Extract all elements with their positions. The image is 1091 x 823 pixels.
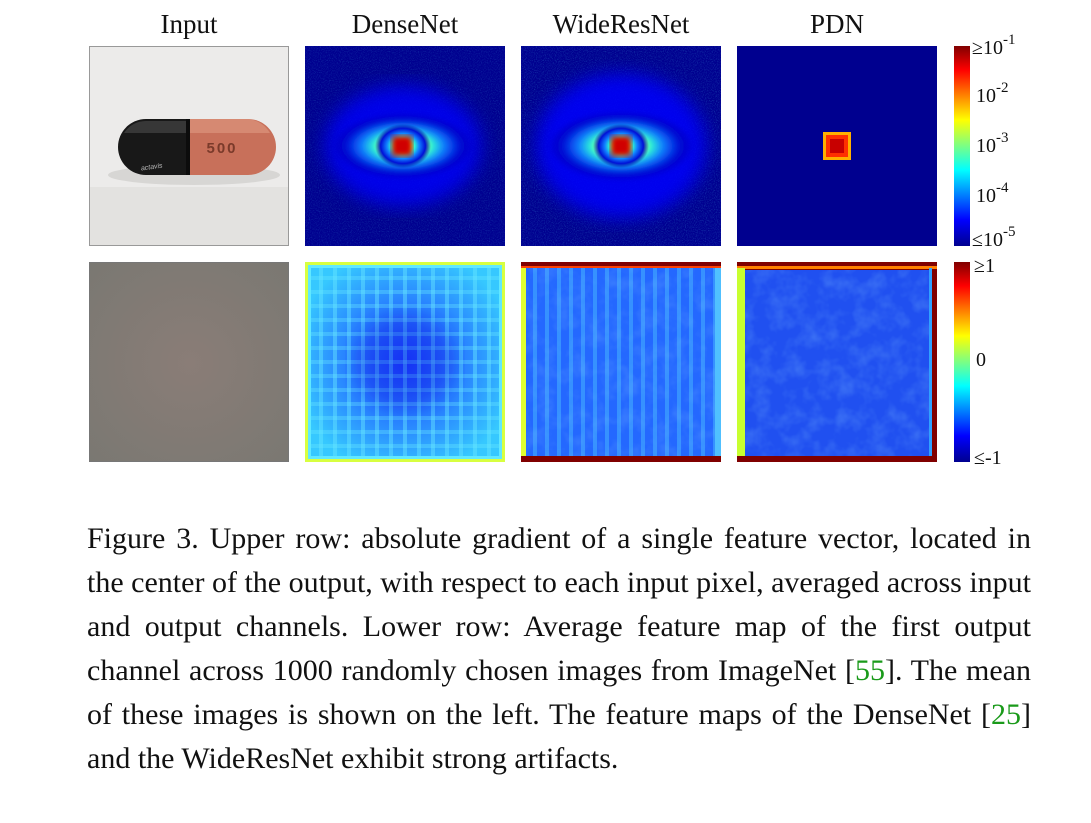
pdn-feature-map (737, 262, 937, 462)
densenet-gradient-map (305, 46, 505, 246)
wideresnet-feature-map (521, 262, 721, 462)
figure-caption: Figure 3. Upper row: absolute gradient o… (87, 517, 1031, 781)
colorbar-lower-tick: 0 (976, 349, 986, 371)
colorbar-upper-tick: 10-4 (976, 180, 1009, 207)
input-pill-image: 500 actavis (89, 46, 289, 246)
colorbar-lower (954, 262, 970, 462)
pill-imprint: 500 (206, 140, 237, 157)
colorbar-lower-tick: ≥1 (974, 255, 995, 277)
colorbar-upper-tick: ≥10-1 (972, 32, 1016, 59)
densenet-feature-map (305, 262, 505, 462)
citation-link[interactable]: 55 (854, 654, 885, 687)
colorbar-upper (954, 46, 970, 246)
column-title-densenet: DenseNet (351, 9, 459, 39)
pill-brand: actavis (141, 162, 164, 172)
column-title-wideresnet: WideResNet (552, 9, 690, 39)
pdn-gradient-map (737, 46, 937, 246)
colorbar-upper-tick: 10-2 (976, 80, 1009, 107)
column-title-input: Input (160, 9, 218, 39)
wideresnet-gradient-map (521, 46, 721, 246)
mean-input-image (89, 262, 289, 462)
colorbar-lower-tick: ≤-1 (974, 447, 1002, 469)
caption-text: Figure 3. Upper row: absolute gradient o… (87, 522, 1031, 687)
citation-link[interactable]: 25 (991, 698, 1021, 731)
colorbar-upper-tick: 10-3 (976, 130, 1009, 157)
column-title-pdn: PDN (809, 9, 864, 39)
caption-text: ] and the WideResNet exhibit strong arti… (87, 698, 1031, 775)
caption-text: ]. The mean of these images is shown on … (87, 654, 1031, 731)
colorbar-upper-tick: ≤10-5 (972, 224, 1016, 251)
